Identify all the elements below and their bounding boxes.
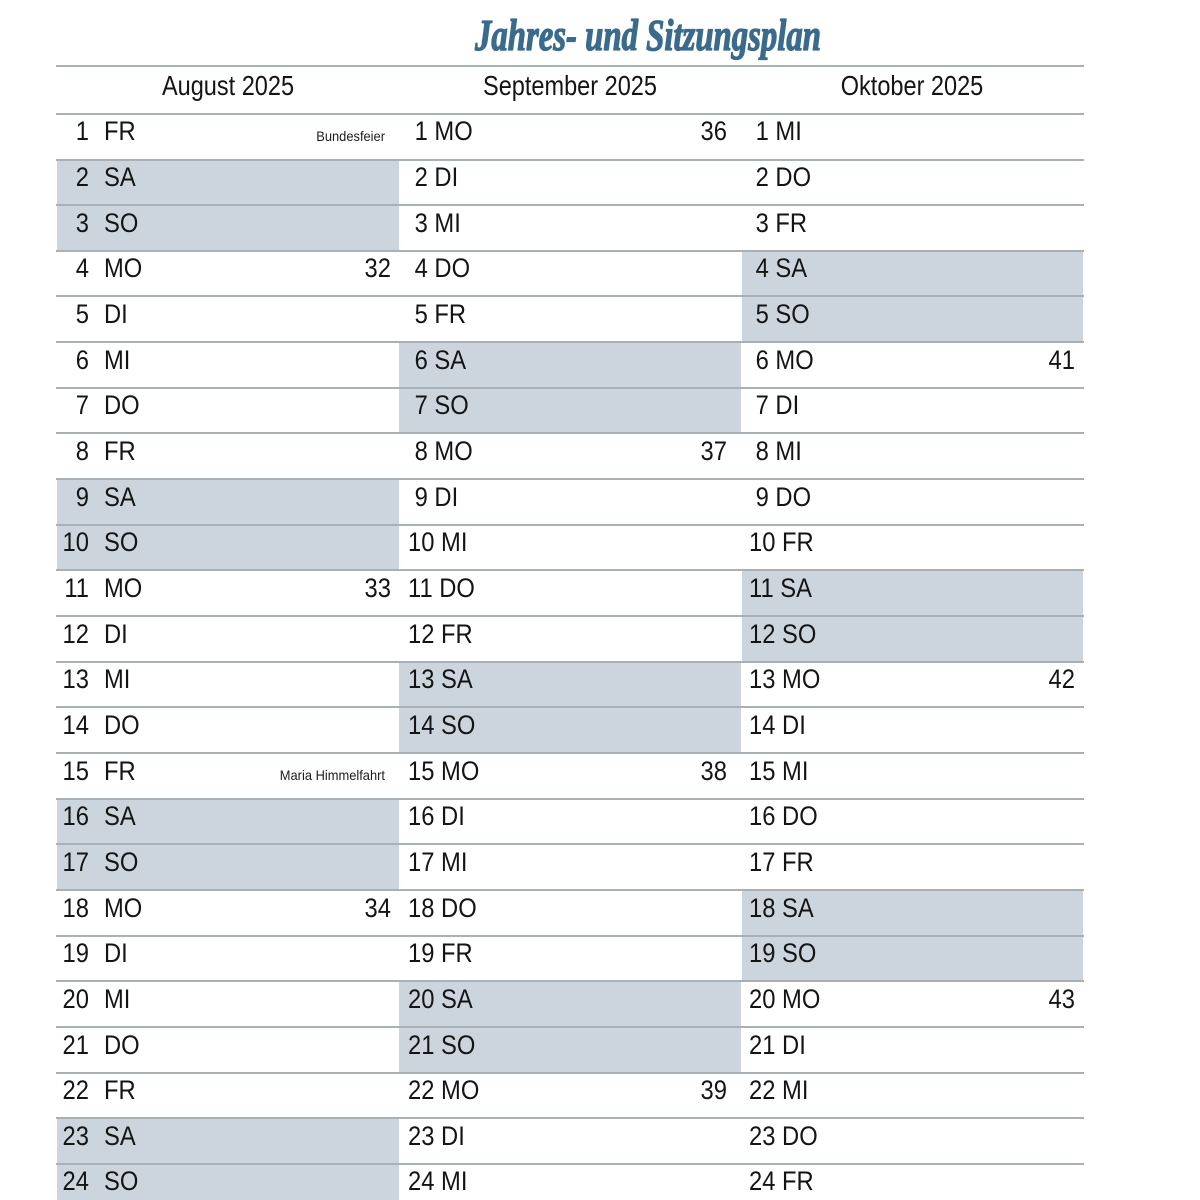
svg-text:Jahres- und Sitzungsplan: Jahres- und Sitzungsplan <box>474 11 821 60</box>
